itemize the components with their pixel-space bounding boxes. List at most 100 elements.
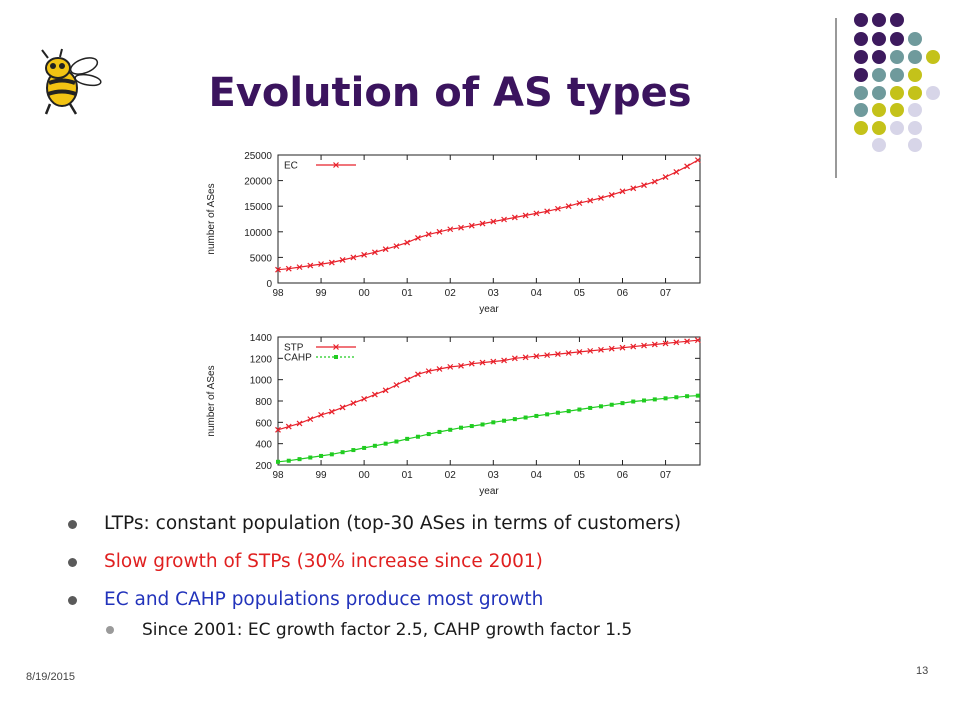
- data-point: [307, 416, 314, 423]
- data-point: [307, 262, 314, 269]
- decor-dot: [908, 103, 922, 117]
- decor-dot: [890, 50, 904, 64]
- decor-dot: [872, 138, 886, 152]
- data-point: [662, 340, 669, 347]
- data-point: [297, 457, 302, 462]
- data-point: [663, 396, 668, 401]
- data-point: [555, 410, 560, 415]
- data-point: [339, 404, 346, 411]
- x-axis-label: year: [479, 304, 499, 315]
- data-point: [286, 458, 291, 463]
- data-point: [631, 399, 636, 404]
- data-point: [479, 359, 486, 366]
- x-tick-label: 02: [445, 288, 457, 299]
- data-point: [641, 342, 647, 349]
- data-point: [393, 382, 400, 388]
- data-point: [361, 251, 368, 258]
- legend-label-ec: EC: [284, 161, 298, 172]
- bullet-ltp: LTPs: constant population (top-30 ASes i…: [68, 512, 948, 535]
- data-point: [544, 208, 551, 215]
- data-point: [340, 450, 345, 455]
- bullet-stp: Slow growth of STPs (30% increase since …: [68, 550, 948, 573]
- data-point: [662, 174, 669, 180]
- bullet-list: LTPs: constant population (top-30 ASes i…: [68, 512, 948, 656]
- data-point: [619, 344, 626, 351]
- yellow-jacket-logo: [41, 48, 102, 115]
- decor-dot: [890, 121, 904, 135]
- data-point: [598, 404, 603, 409]
- data-point: [308, 455, 313, 460]
- data-point: [641, 182, 647, 189]
- data-point: [554, 351, 561, 357]
- data-point: [608, 192, 615, 198]
- data-point: [436, 228, 443, 235]
- ec-population-chart: 0 5000 10000 15000 20000 25000 98 99 00 01 02 03 04 0…: [206, 151, 701, 315]
- data-point: [566, 409, 571, 414]
- data-point: [404, 376, 411, 383]
- data-point: [285, 423, 292, 430]
- bullet-text: LTPs: constant population (top-30 ASes i…: [104, 513, 682, 534]
- y-axis-label: number of ASes: [206, 365, 217, 436]
- y-tick-label: 20000: [244, 177, 272, 188]
- data-point: [673, 339, 680, 346]
- data-point: [554, 205, 561, 212]
- slide-number: 13: [916, 665, 929, 677]
- decor-dot: [908, 68, 922, 82]
- x-tick-label: 06: [617, 288, 629, 299]
- data-point: [436, 366, 443, 372]
- x-axis-label: year: [479, 486, 499, 497]
- x-tick-label: 07: [660, 470, 672, 481]
- data-point: [490, 218, 497, 225]
- series-line-ec: [277, 159, 699, 271]
- decor-dot: [926, 86, 940, 100]
- decor-dot: [926, 50, 940, 64]
- y-tick-label: 1200: [250, 354, 273, 365]
- x-tick-label: 05: [574, 470, 586, 481]
- data-point: [598, 346, 604, 353]
- data-point: [502, 418, 507, 423]
- data-point: [587, 347, 594, 354]
- data-point: [522, 354, 529, 361]
- legend-marker: [333, 162, 339, 168]
- data-point: [501, 357, 507, 364]
- data-point: [425, 368, 432, 375]
- data-point: [512, 417, 517, 422]
- data-point: [630, 343, 637, 350]
- decor-dot: [854, 13, 868, 27]
- series-line-cahp: [277, 395, 698, 463]
- data-point: [609, 402, 614, 407]
- data-point: [684, 338, 691, 345]
- x-tick-label: 03: [488, 470, 500, 481]
- data-point: [415, 235, 421, 241]
- bullet-dot-icon: [68, 520, 77, 529]
- data-point: [371, 249, 378, 256]
- data-point: [469, 424, 474, 429]
- x-tick-label: 05: [574, 288, 586, 299]
- y-tick-label: 200: [255, 461, 272, 472]
- y-tick-label: 25000: [244, 151, 272, 162]
- decor-dot: [872, 121, 886, 135]
- sub-bullet-text: Since 2001: EC growth factor 2.5, CAHP g…: [142, 620, 633, 640]
- data-point: [276, 459, 280, 464]
- x-tick-label: 06: [617, 470, 629, 481]
- data-point: [275, 266, 281, 273]
- x-tick-label: 99: [315, 288, 327, 299]
- data-point: [458, 362, 464, 369]
- data-point: [468, 222, 475, 229]
- data-point: [447, 226, 454, 233]
- x-tick-label: 03: [488, 288, 500, 299]
- data-point: [490, 358, 497, 365]
- data-point: [448, 427, 453, 432]
- bullet-text: EC and CAHP populations produce most gro…: [104, 589, 544, 610]
- data-point: [362, 445, 367, 450]
- decor-dot: [854, 32, 868, 46]
- data-point: [329, 452, 334, 457]
- x-tick-label: 04: [531, 288, 543, 299]
- x-tick-label: 01: [402, 470, 414, 481]
- stp-cahp-population-chart: 200 400 600 800 1000 1200 1400 98 99 00 01 02 03 04 05…: [206, 333, 701, 497]
- data-point: [425, 231, 432, 238]
- x-tick-label: 98: [272, 288, 284, 299]
- data-point: [468, 360, 475, 367]
- data-point: [694, 337, 701, 344]
- data-point: [651, 178, 658, 185]
